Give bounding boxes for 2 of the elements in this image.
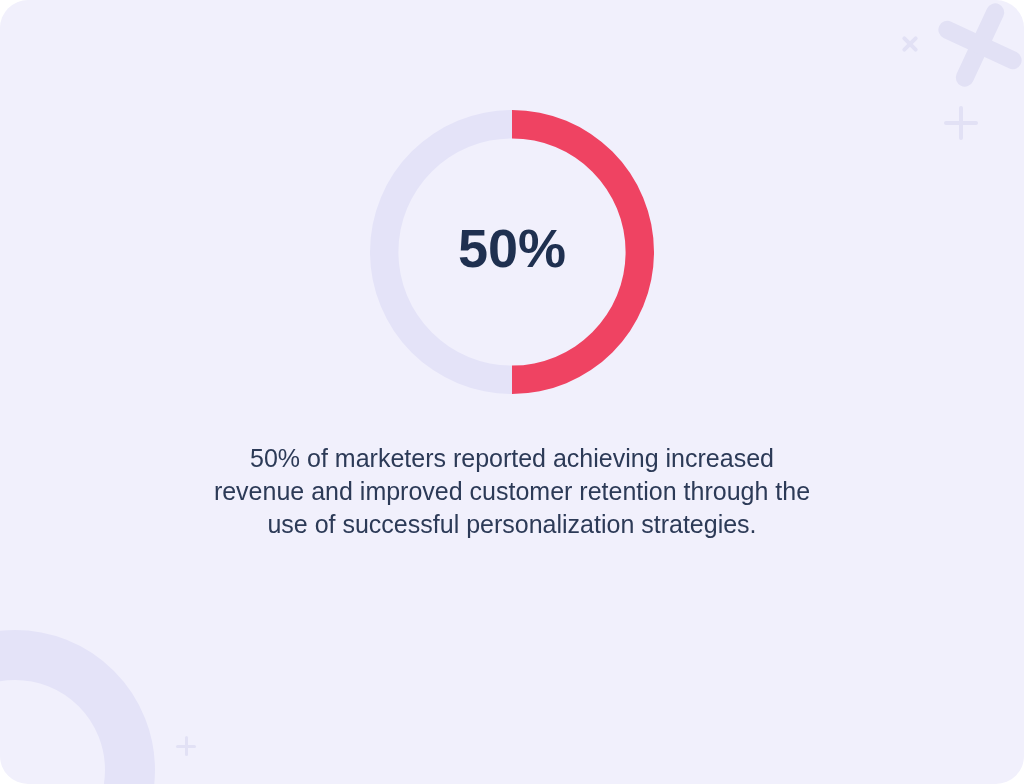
text: 50% of marketers reported achieving increased revenue and improved customer retention through the use of successful personalization strategies.	[212, 443, 812, 540]
data-label: 50%	[457, 217, 567, 278]
